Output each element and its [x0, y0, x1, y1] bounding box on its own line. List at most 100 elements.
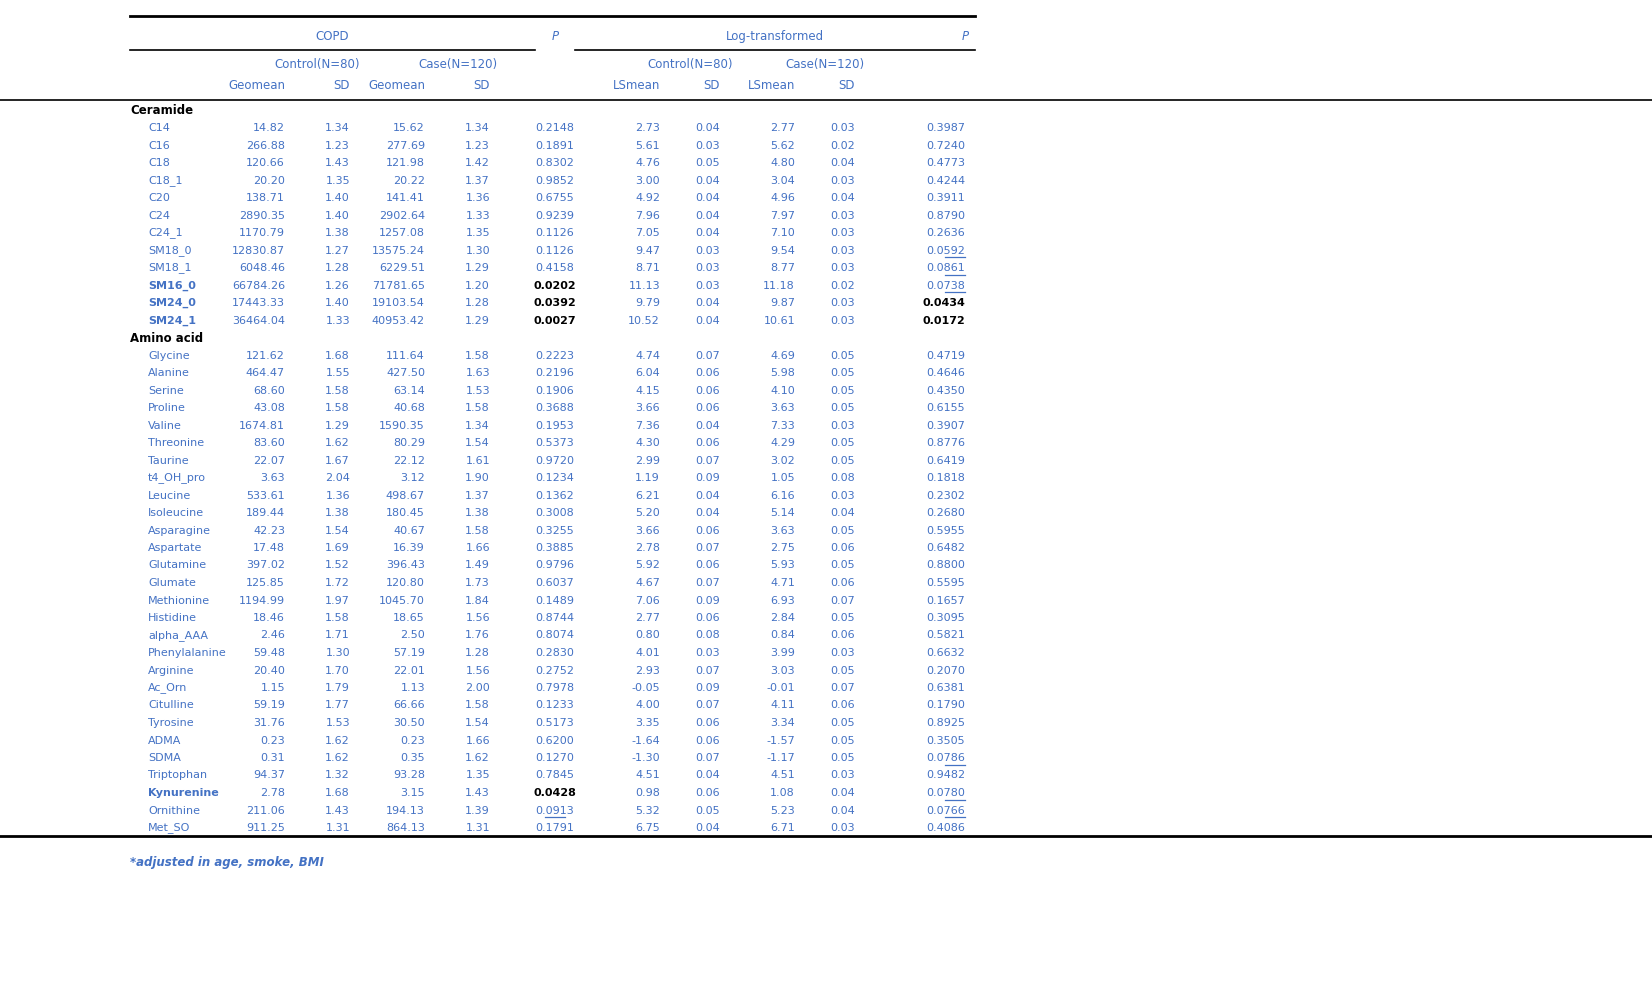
Text: 1.28: 1.28	[466, 298, 491, 308]
Text: alpha_AAA: alpha_AAA	[149, 630, 208, 641]
Text: 0.2680: 0.2680	[927, 508, 965, 518]
Text: 0.1126: 0.1126	[535, 228, 575, 238]
Text: Amino acid: Amino acid	[131, 332, 203, 344]
Text: 138.71: 138.71	[246, 193, 286, 203]
Text: 0.03: 0.03	[831, 823, 856, 833]
Text: 1.90: 1.90	[466, 473, 491, 483]
Text: 0.03: 0.03	[831, 210, 856, 220]
Text: 0.03: 0.03	[695, 245, 720, 256]
Text: 0.9720: 0.9720	[535, 456, 575, 466]
Text: 1.56: 1.56	[466, 666, 491, 675]
Text: 125.85: 125.85	[246, 578, 286, 588]
Text: 0.0428: 0.0428	[534, 788, 577, 798]
Text: 427.50: 427.50	[387, 368, 425, 378]
Text: 0.04: 0.04	[695, 508, 720, 518]
Text: 1.34: 1.34	[325, 123, 350, 133]
Text: 1.53: 1.53	[466, 385, 491, 395]
Text: 0.2830: 0.2830	[535, 648, 575, 658]
Text: 0.04: 0.04	[695, 210, 720, 220]
Text: 1.54: 1.54	[466, 438, 491, 448]
Text: 3.99: 3.99	[770, 648, 795, 658]
Text: 1590.35: 1590.35	[380, 421, 425, 431]
Text: SM18_1: SM18_1	[149, 263, 192, 274]
Text: 0.0913: 0.0913	[535, 806, 575, 816]
Text: 1.62: 1.62	[325, 753, 350, 763]
Text: 0.1234: 0.1234	[535, 473, 575, 483]
Text: 121.62: 121.62	[246, 350, 286, 360]
Text: 4.01: 4.01	[636, 648, 661, 658]
Text: 0.2070: 0.2070	[927, 666, 965, 675]
Text: 11.13: 11.13	[628, 281, 661, 291]
Text: 6.21: 6.21	[636, 491, 661, 501]
Text: 0.0861: 0.0861	[927, 263, 965, 273]
Text: Asparagine: Asparagine	[149, 525, 211, 535]
Text: 0.23: 0.23	[400, 735, 425, 745]
Text: 0.0592: 0.0592	[927, 245, 965, 256]
Text: 0.0027: 0.0027	[534, 316, 577, 326]
Text: 6229.51: 6229.51	[378, 263, 425, 273]
Text: 0.04: 0.04	[695, 193, 720, 203]
Text: 0.09: 0.09	[695, 683, 720, 693]
Text: 533.61: 533.61	[246, 491, 286, 501]
Text: 0.03: 0.03	[831, 228, 856, 238]
Text: 1.43: 1.43	[325, 806, 350, 816]
Text: 0.03: 0.03	[831, 263, 856, 273]
Text: 1194.99: 1194.99	[240, 596, 286, 606]
Text: 0.1953: 0.1953	[535, 421, 575, 431]
Text: 0.8800: 0.8800	[927, 560, 965, 570]
Text: 0.06: 0.06	[695, 525, 720, 535]
Text: 94.37: 94.37	[253, 771, 286, 781]
Text: SM18_0: SM18_0	[149, 245, 192, 256]
Text: 6.75: 6.75	[636, 823, 661, 833]
Text: *adjusted in age, smoke, BMI: *adjusted in age, smoke, BMI	[131, 856, 324, 868]
Text: Aspartate: Aspartate	[149, 543, 203, 553]
Text: 0.03: 0.03	[831, 421, 856, 431]
Text: 1.69: 1.69	[325, 543, 350, 553]
Text: 0.04: 0.04	[695, 123, 720, 133]
Text: 1.33: 1.33	[466, 210, 491, 220]
Text: 0.06: 0.06	[695, 438, 720, 448]
Text: 1.63: 1.63	[466, 368, 491, 378]
Text: 93.28: 93.28	[393, 771, 425, 781]
Text: 0.04: 0.04	[695, 228, 720, 238]
Text: 0.06: 0.06	[695, 403, 720, 413]
Text: Ceramide: Ceramide	[131, 104, 193, 117]
Text: SD: SD	[839, 78, 856, 92]
Text: 0.05: 0.05	[695, 158, 720, 168]
Text: 1.26: 1.26	[325, 281, 350, 291]
Text: 0.06: 0.06	[831, 578, 856, 588]
Text: 0.05: 0.05	[831, 718, 856, 728]
Text: 0.03: 0.03	[831, 175, 856, 185]
Text: 2.93: 2.93	[634, 666, 661, 675]
Text: 0.3987: 0.3987	[927, 123, 965, 133]
Text: 0.07: 0.07	[695, 578, 720, 588]
Text: 0.4646: 0.4646	[927, 368, 965, 378]
Text: 0.9796: 0.9796	[535, 560, 575, 570]
Text: 3.66: 3.66	[636, 525, 661, 535]
Text: 0.1790: 0.1790	[927, 700, 965, 710]
Text: 1.71: 1.71	[325, 631, 350, 641]
Text: 7.10: 7.10	[770, 228, 795, 238]
Text: 0.05: 0.05	[831, 753, 856, 763]
Text: 0.05: 0.05	[695, 806, 720, 816]
Text: 0.2223: 0.2223	[535, 350, 575, 360]
Text: 0.08: 0.08	[695, 631, 720, 641]
Text: 0.04: 0.04	[695, 771, 720, 781]
Text: 0.31: 0.31	[261, 753, 286, 763]
Text: 3.35: 3.35	[636, 718, 661, 728]
Text: 7.36: 7.36	[636, 421, 661, 431]
Text: 57.19: 57.19	[393, 648, 425, 658]
Text: 0.4244: 0.4244	[925, 175, 965, 185]
Text: 40.68: 40.68	[393, 403, 425, 413]
Text: 71781.65: 71781.65	[372, 281, 425, 291]
Text: 0.07: 0.07	[695, 350, 720, 360]
Text: 498.67: 498.67	[387, 491, 425, 501]
Text: 3.66: 3.66	[636, 403, 661, 413]
Text: 1.35: 1.35	[325, 175, 350, 185]
Text: 1.61: 1.61	[466, 456, 491, 466]
Text: 0.1362: 0.1362	[535, 491, 575, 501]
Text: 141.41: 141.41	[387, 193, 425, 203]
Text: 0.4350: 0.4350	[927, 385, 965, 395]
Text: 1.84: 1.84	[466, 596, 491, 606]
Text: 4.92: 4.92	[634, 193, 661, 203]
